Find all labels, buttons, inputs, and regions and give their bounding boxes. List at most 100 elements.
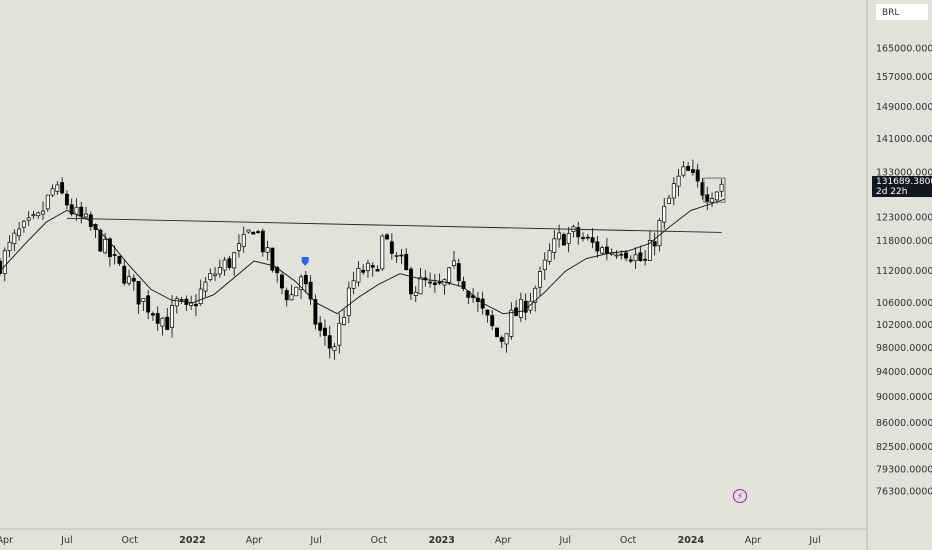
range-box[interactable] [703,177,726,203]
candle-body [624,252,628,259]
candle-body [308,281,313,300]
candle-body [346,287,351,317]
candle-body [141,298,146,302]
candle-body [643,258,648,261]
candle-body [547,250,552,262]
candle-body [523,300,528,313]
candle-body [561,234,566,246]
candle-body [313,299,318,325]
candle-body [12,232,17,245]
price-tick-label: 82500.0000 [876,442,932,453]
candle-body [628,259,633,262]
candle-body [7,241,12,251]
candle-body [122,265,127,284]
candle-body [604,246,609,254]
candle-body [681,166,686,176]
time-tick-label: 2024 [678,535,705,546]
candle-body [69,204,74,215]
currency-label[interactable]: BRL [875,3,929,21]
candle-body [146,295,151,313]
candle-body [0,260,2,275]
candle-body [98,229,103,252]
candle-body [676,175,681,187]
candle-body [208,273,213,280]
candles-layer [0,159,724,360]
candle-body [107,238,112,258]
candle-body [74,206,79,215]
time-tick-label: Jul [309,535,321,546]
candle-body [485,309,490,316]
candle-body [557,232,562,240]
candle-body [275,267,280,274]
candle-body [409,268,413,295]
candle-body [117,255,122,264]
candle-body [217,267,222,275]
event-marker-icon[interactable] [301,257,309,267]
candle-body [327,335,332,349]
candle-body [60,182,65,194]
trendline[interactable] [66,217,722,233]
candle-body [690,169,695,173]
candle-body [112,254,117,256]
candle-body [595,241,600,252]
candle-body [375,268,380,272]
time-tick-label: Apr [495,535,512,546]
candle-body [45,194,50,210]
candle-body [303,275,308,285]
candle-body [284,290,289,301]
candle-body [413,291,418,296]
candle-body [614,254,619,257]
time-tick-label: Apr [745,535,762,546]
candle-body [576,227,581,238]
candle-body [418,277,423,295]
candle-body [585,236,590,239]
candle-body [236,243,241,251]
price-tick-label: 112000.0000 [876,266,932,277]
candle-body [705,194,710,202]
candle-body [198,288,203,305]
price-tick-label: 133000.0000 [876,167,932,178]
price-axis[interactable]: 165000.0000 157000.0000 149000.0000 141000.… [876,44,932,498]
candle-body [361,269,366,273]
candle-body [179,298,184,301]
candle-body [581,237,585,240]
candle-body [337,322,342,346]
candle-body [566,233,571,244]
candle-body [155,313,160,324]
candle-body [50,188,55,196]
candle-body [289,294,294,301]
time-tick-label: Oct [620,535,637,546]
candle-body [332,346,337,351]
candle-body [227,258,232,268]
candle-body [667,197,671,204]
candle-body [136,280,141,305]
candle-body [437,281,442,284]
candle-body [193,303,198,307]
candle-body [84,213,88,218]
time-tick-label: Oct [121,535,138,546]
candle-body [380,235,385,270]
price-tick-label: 94000.0000 [876,367,932,378]
candle-body [385,234,390,240]
candle-body [647,240,652,261]
candle-body [55,184,60,192]
candle-body [160,317,165,327]
time-axis[interactable]: Apr Jul Oct 2022 Apr Jul Oct 2023 Apr Jul Oct 2024 A… [0,535,821,546]
candle-body [165,316,170,330]
time-tick-label: Apr [0,535,13,546]
candle-body [251,231,256,235]
candle-body [461,281,466,289]
candle-body [657,220,662,247]
candle-body [21,220,26,228]
candle-body [495,327,499,337]
candle-body [686,166,691,171]
time-tick-label: Jul [60,535,72,546]
time-tick-label: 2022 [179,535,205,546]
candle-body [170,304,174,328]
time-tick-label: Apr [246,535,263,546]
candle-body [528,300,533,311]
moving-average-line [0,198,726,315]
lightning-icon[interactable]: ⚡ [733,489,747,503]
candle-body [366,262,370,271]
